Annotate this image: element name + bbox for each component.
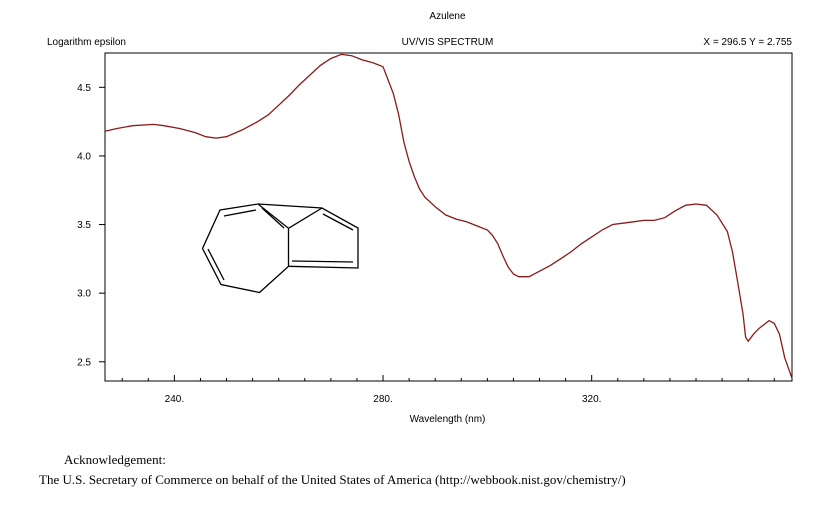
double-bond-inner (291, 260, 354, 263)
acknowledgement-text: The U.S. Secretary of Commerce on behalf… (39, 472, 626, 487)
five-membered-ring (257, 203, 359, 269)
y-tick-label: 4.5 (77, 83, 91, 94)
double-bond-inner (223, 209, 257, 217)
acknowledgement-title: Acknowledgement: (64, 452, 166, 467)
y-tick-label: 3.0 (77, 289, 91, 300)
cursor-readout: X = 296.5 Y = 2.755 (703, 37, 792, 48)
plot-frame (104, 52, 793, 382)
x-tick-label: 320. (582, 394, 601, 405)
double-bond-inner (261, 207, 285, 229)
ring-fusion-bond (288, 207, 323, 229)
chart-title: Azulene (429, 11, 466, 22)
seven-membered-ring (201, 203, 290, 294)
x-tick-label: 240. (165, 394, 184, 405)
chart-subtitle: UV/VIS SPECTRUM (401, 37, 494, 48)
y-tick-label: 2.5 (77, 357, 91, 368)
spectrum-line (104, 53, 793, 379)
x-axis-label: Wavelength (nm) (409, 414, 486, 425)
x-tick-label: 280. (373, 394, 392, 405)
double-bond-inner (322, 213, 354, 231)
y-axis-ticks: 2.5 3.0 3.5 4.0 4.5 (77, 83, 105, 368)
double-bond-inner (207, 248, 225, 281)
y-tick-label: 4.0 (77, 151, 91, 162)
y-axis-label: Logarithm epsilon (47, 37, 126, 48)
azulene-structure-icon (201, 203, 359, 294)
y-tick-label: 3.5 (77, 220, 91, 231)
x-axis-ticks: 240. 280. 320. (121, 375, 775, 405)
